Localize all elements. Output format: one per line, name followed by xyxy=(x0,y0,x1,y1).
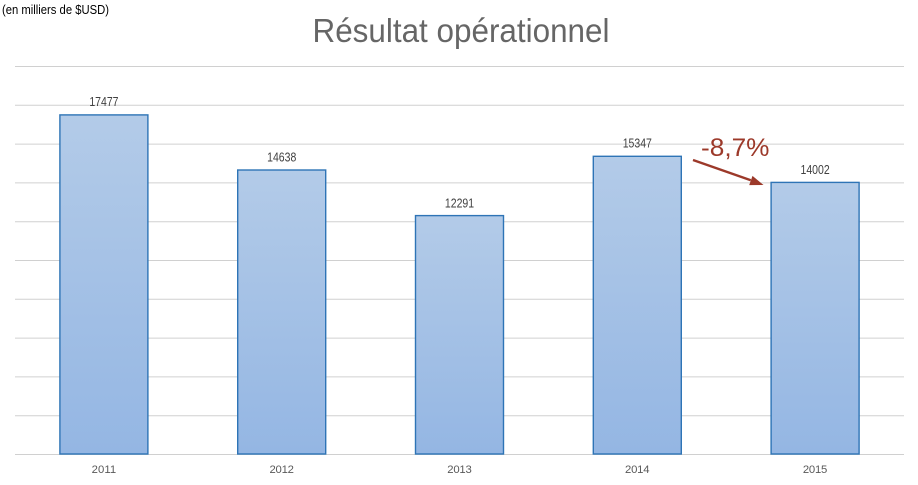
svg-text:17477: 17477 xyxy=(89,96,118,109)
svg-text:15347: 15347 xyxy=(623,138,652,151)
svg-text:14638: 14638 xyxy=(267,152,296,165)
svg-text:2013: 2013 xyxy=(447,464,472,476)
svg-text:12291: 12291 xyxy=(445,198,474,211)
svg-text:14002: 14002 xyxy=(801,164,830,177)
svg-text:2014: 2014 xyxy=(625,464,650,476)
svg-text:2011: 2011 xyxy=(92,464,117,476)
svg-text:2015: 2015 xyxy=(803,464,828,476)
svg-text:(en milliers de $USD): (en milliers de $USD) xyxy=(2,3,109,17)
svg-text:Résultat opérationnel: Résultat opérationnel xyxy=(313,13,610,50)
svg-text:2012: 2012 xyxy=(269,464,294,476)
svg-text:-8,7%: -8,7% xyxy=(701,134,770,162)
